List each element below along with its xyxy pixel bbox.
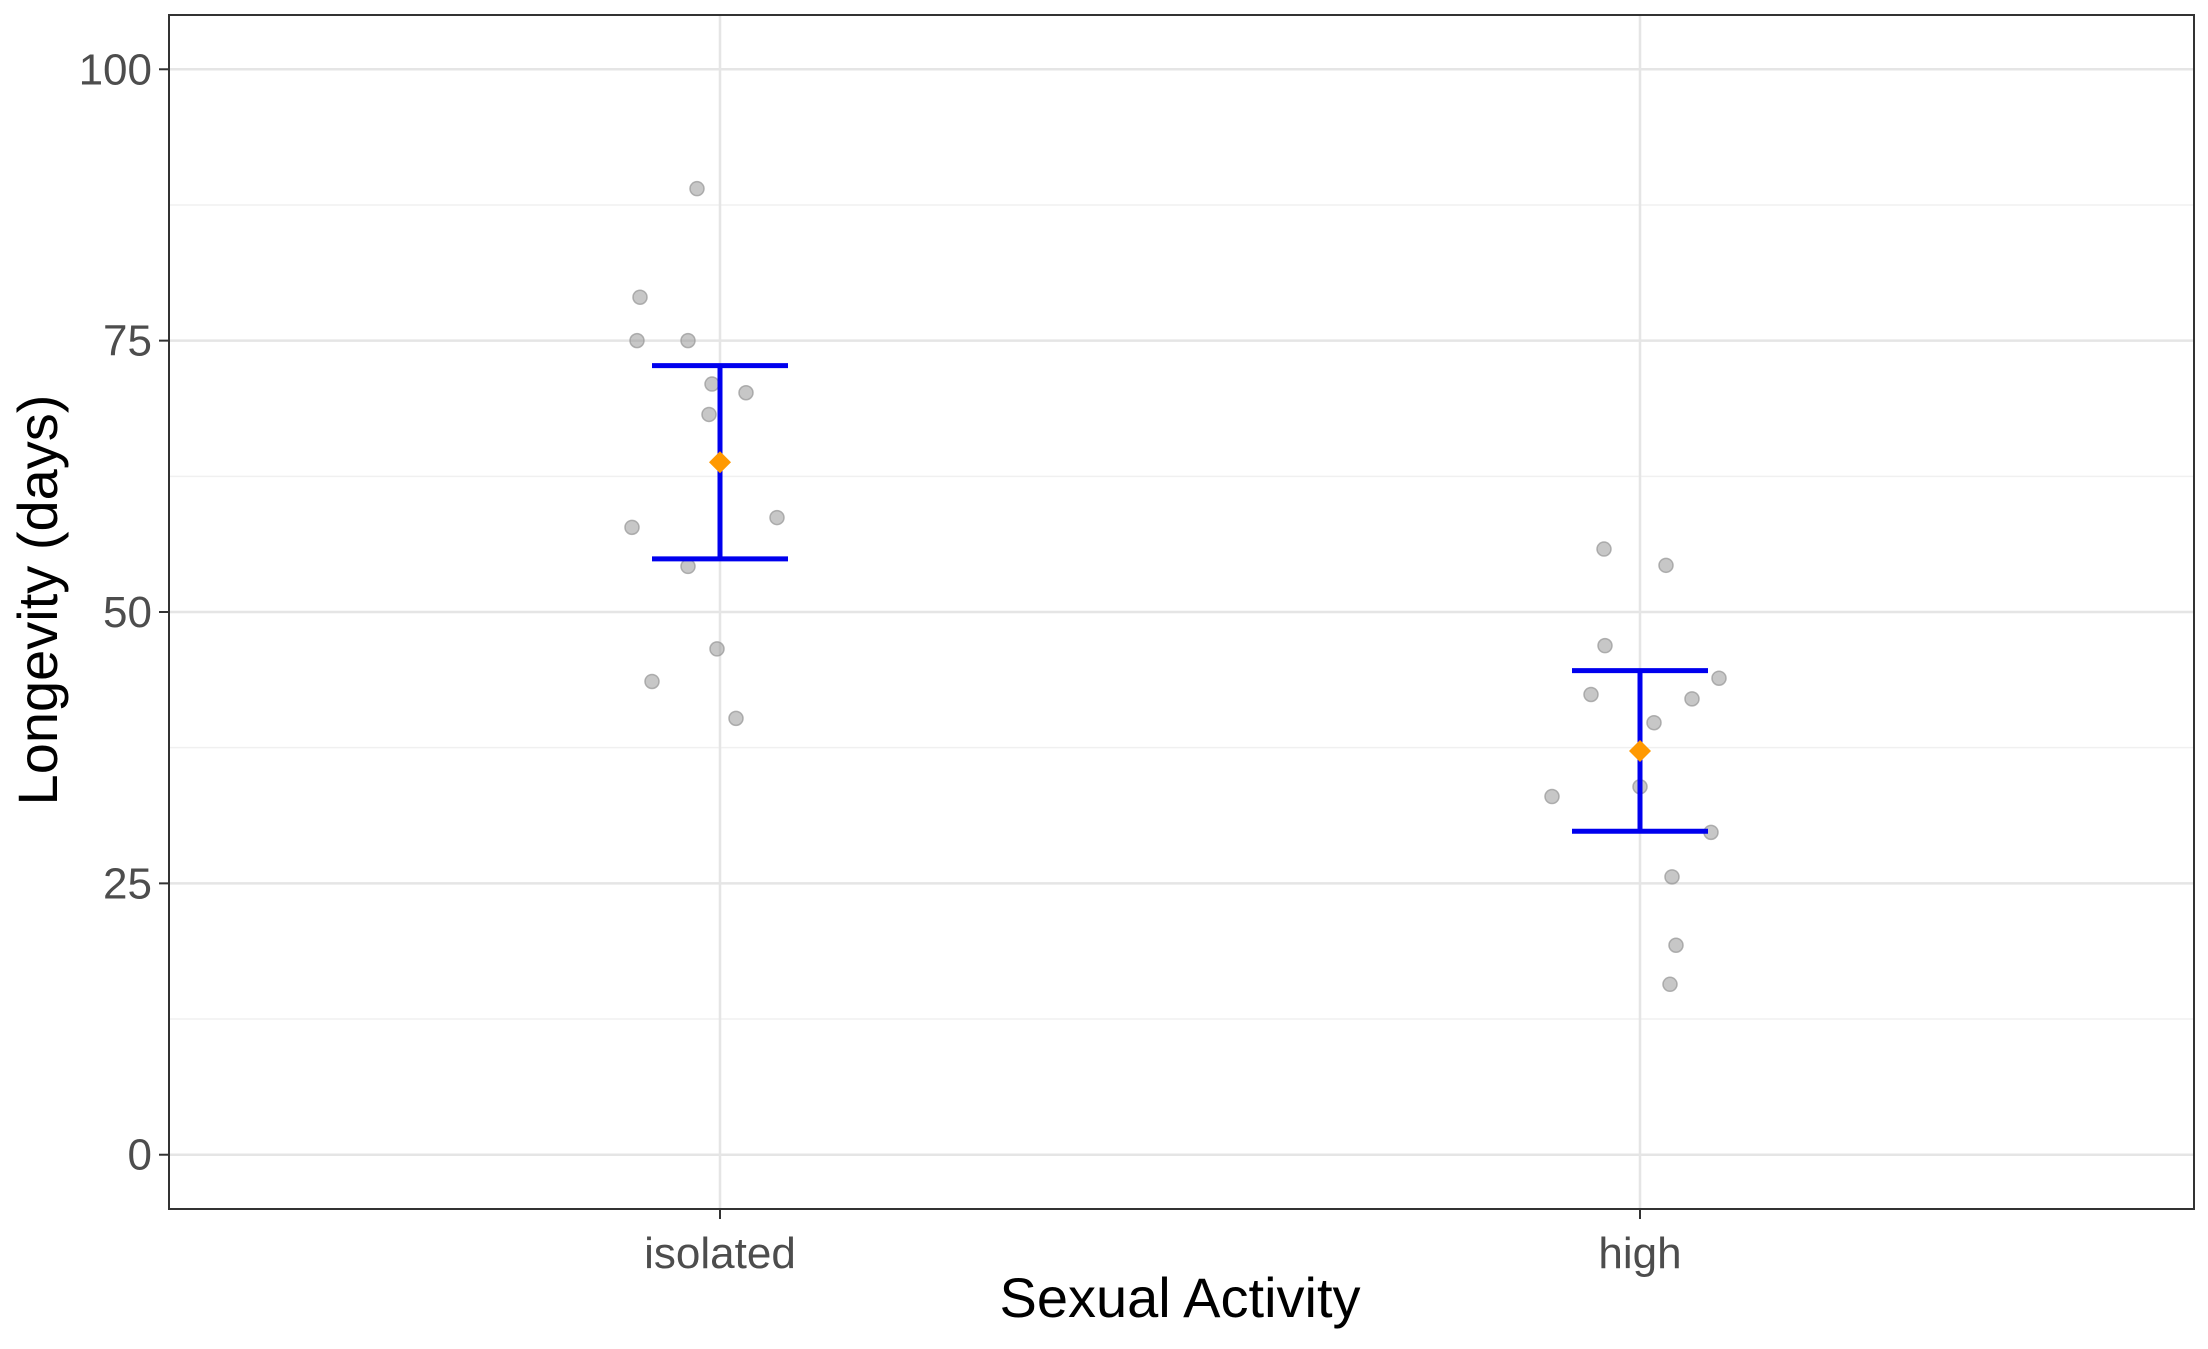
data-point xyxy=(1596,541,1612,557)
x-tick-label: isolated xyxy=(644,1229,796,1278)
data-point xyxy=(1544,788,1560,805)
grid-layer xyxy=(169,15,2194,1209)
data-point xyxy=(709,641,725,657)
data-point xyxy=(1664,869,1680,885)
data-point xyxy=(632,289,648,305)
marks-layer xyxy=(624,180,1727,993)
data-point xyxy=(769,509,785,526)
data-point xyxy=(704,376,720,392)
axes-layer: 0 25 50 75 100 isolated high xyxy=(79,14,2195,1278)
data-point xyxy=(1662,976,1678,993)
y-axis-title: Longevity (days) xyxy=(6,395,69,806)
y-tick-label: 100 xyxy=(79,45,152,94)
y-tick-label: 50 xyxy=(103,588,152,637)
data-point xyxy=(701,406,717,423)
data-point xyxy=(1711,670,1727,686)
data-point xyxy=(1684,691,1700,707)
data-point xyxy=(1668,937,1684,953)
data-point xyxy=(1597,637,1613,654)
y-tick-label: 0 xyxy=(128,1131,152,1180)
x-tick-label: high xyxy=(1598,1229,1681,1278)
y-tick-label: 75 xyxy=(103,317,152,366)
mean-marker xyxy=(709,451,731,474)
data-point xyxy=(1646,714,1662,731)
x-axis-title: Sexual Activity xyxy=(999,1266,1360,1329)
data-point xyxy=(629,332,645,349)
data-point xyxy=(728,710,744,727)
data-point xyxy=(689,180,705,197)
mean-marker xyxy=(1629,739,1651,762)
data-point xyxy=(1583,686,1599,703)
data-point xyxy=(680,558,696,575)
data-point xyxy=(680,332,696,349)
data-point xyxy=(644,673,660,690)
data-point xyxy=(1658,557,1674,574)
y-tick-label: 25 xyxy=(103,859,152,908)
data-point xyxy=(624,519,640,536)
data-point xyxy=(738,384,754,401)
